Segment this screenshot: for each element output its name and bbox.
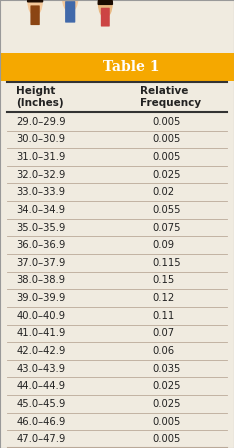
Wedge shape	[98, 0, 112, 4]
Text: 0.005: 0.005	[152, 117, 180, 127]
Text: 32.0–32.9: 32.0–32.9	[16, 170, 66, 180]
Text: 47.0–47.9: 47.0–47.9	[16, 434, 66, 444]
Text: 0.005: 0.005	[152, 134, 180, 144]
Text: 46.0–46.9: 46.0–46.9	[16, 417, 66, 426]
Text: 38.0–38.9: 38.0–38.9	[16, 276, 66, 285]
Text: 0.11: 0.11	[152, 311, 174, 321]
Text: Relative
Frequency: Relative Frequency	[140, 86, 201, 108]
Bar	[0, 53, 234, 81]
Text: 36.0–36.9: 36.0–36.9	[16, 240, 66, 250]
Text: 0.005: 0.005	[152, 152, 180, 162]
FancyBboxPatch shape	[101, 8, 110, 26]
Text: 0.07: 0.07	[152, 328, 174, 338]
Text: 30.0–30.9: 30.0–30.9	[16, 134, 66, 144]
Text: 41.0–41.9: 41.0–41.9	[16, 328, 66, 338]
Text: 0.09: 0.09	[152, 240, 174, 250]
Circle shape	[99, 0, 112, 17]
Text: 31.0–31.9: 31.0–31.9	[16, 152, 66, 162]
Text: 35.0–35.9: 35.0–35.9	[16, 223, 66, 233]
Text: 37.0–37.9: 37.0–37.9	[16, 258, 66, 268]
Text: Table 1: Table 1	[103, 60, 159, 74]
Text: 43.0–43.9: 43.0–43.9	[16, 364, 66, 374]
Text: 34.0–34.9: 34.0–34.9	[16, 205, 66, 215]
Text: 0.02: 0.02	[152, 187, 174, 197]
Text: 44.0–44.9: 44.0–44.9	[16, 381, 66, 391]
Text: 0.075: 0.075	[152, 223, 181, 233]
Text: 40.0–40.9: 40.0–40.9	[16, 311, 66, 321]
Text: 39.0–39.9: 39.0–39.9	[16, 293, 66, 303]
Text: 0.025: 0.025	[152, 399, 181, 409]
Text: 0.025: 0.025	[152, 381, 181, 391]
Wedge shape	[28, 0, 43, 2]
Text: 0.15: 0.15	[152, 276, 174, 285]
Circle shape	[62, 0, 78, 12]
Text: 0.055: 0.055	[152, 205, 181, 215]
Text: 0.005: 0.005	[152, 434, 180, 444]
FancyBboxPatch shape	[65, 1, 75, 22]
Text: 0.035: 0.035	[152, 364, 180, 374]
Text: 0.005: 0.005	[152, 417, 180, 426]
Text: 0.12: 0.12	[152, 293, 174, 303]
Text: 33.0–33.9: 33.0–33.9	[16, 187, 66, 197]
Text: Height
(Inches): Height (Inches)	[16, 86, 64, 108]
Text: 45.0–45.9: 45.0–45.9	[16, 399, 66, 409]
Text: 29.0–29.9: 29.0–29.9	[16, 117, 66, 127]
Text: 42.0–42.9: 42.0–42.9	[16, 346, 66, 356]
Circle shape	[28, 0, 42, 15]
Text: 0.115: 0.115	[152, 258, 181, 268]
Text: 0.06: 0.06	[152, 346, 174, 356]
FancyBboxPatch shape	[30, 5, 40, 25]
Text: 0.025: 0.025	[152, 170, 181, 180]
